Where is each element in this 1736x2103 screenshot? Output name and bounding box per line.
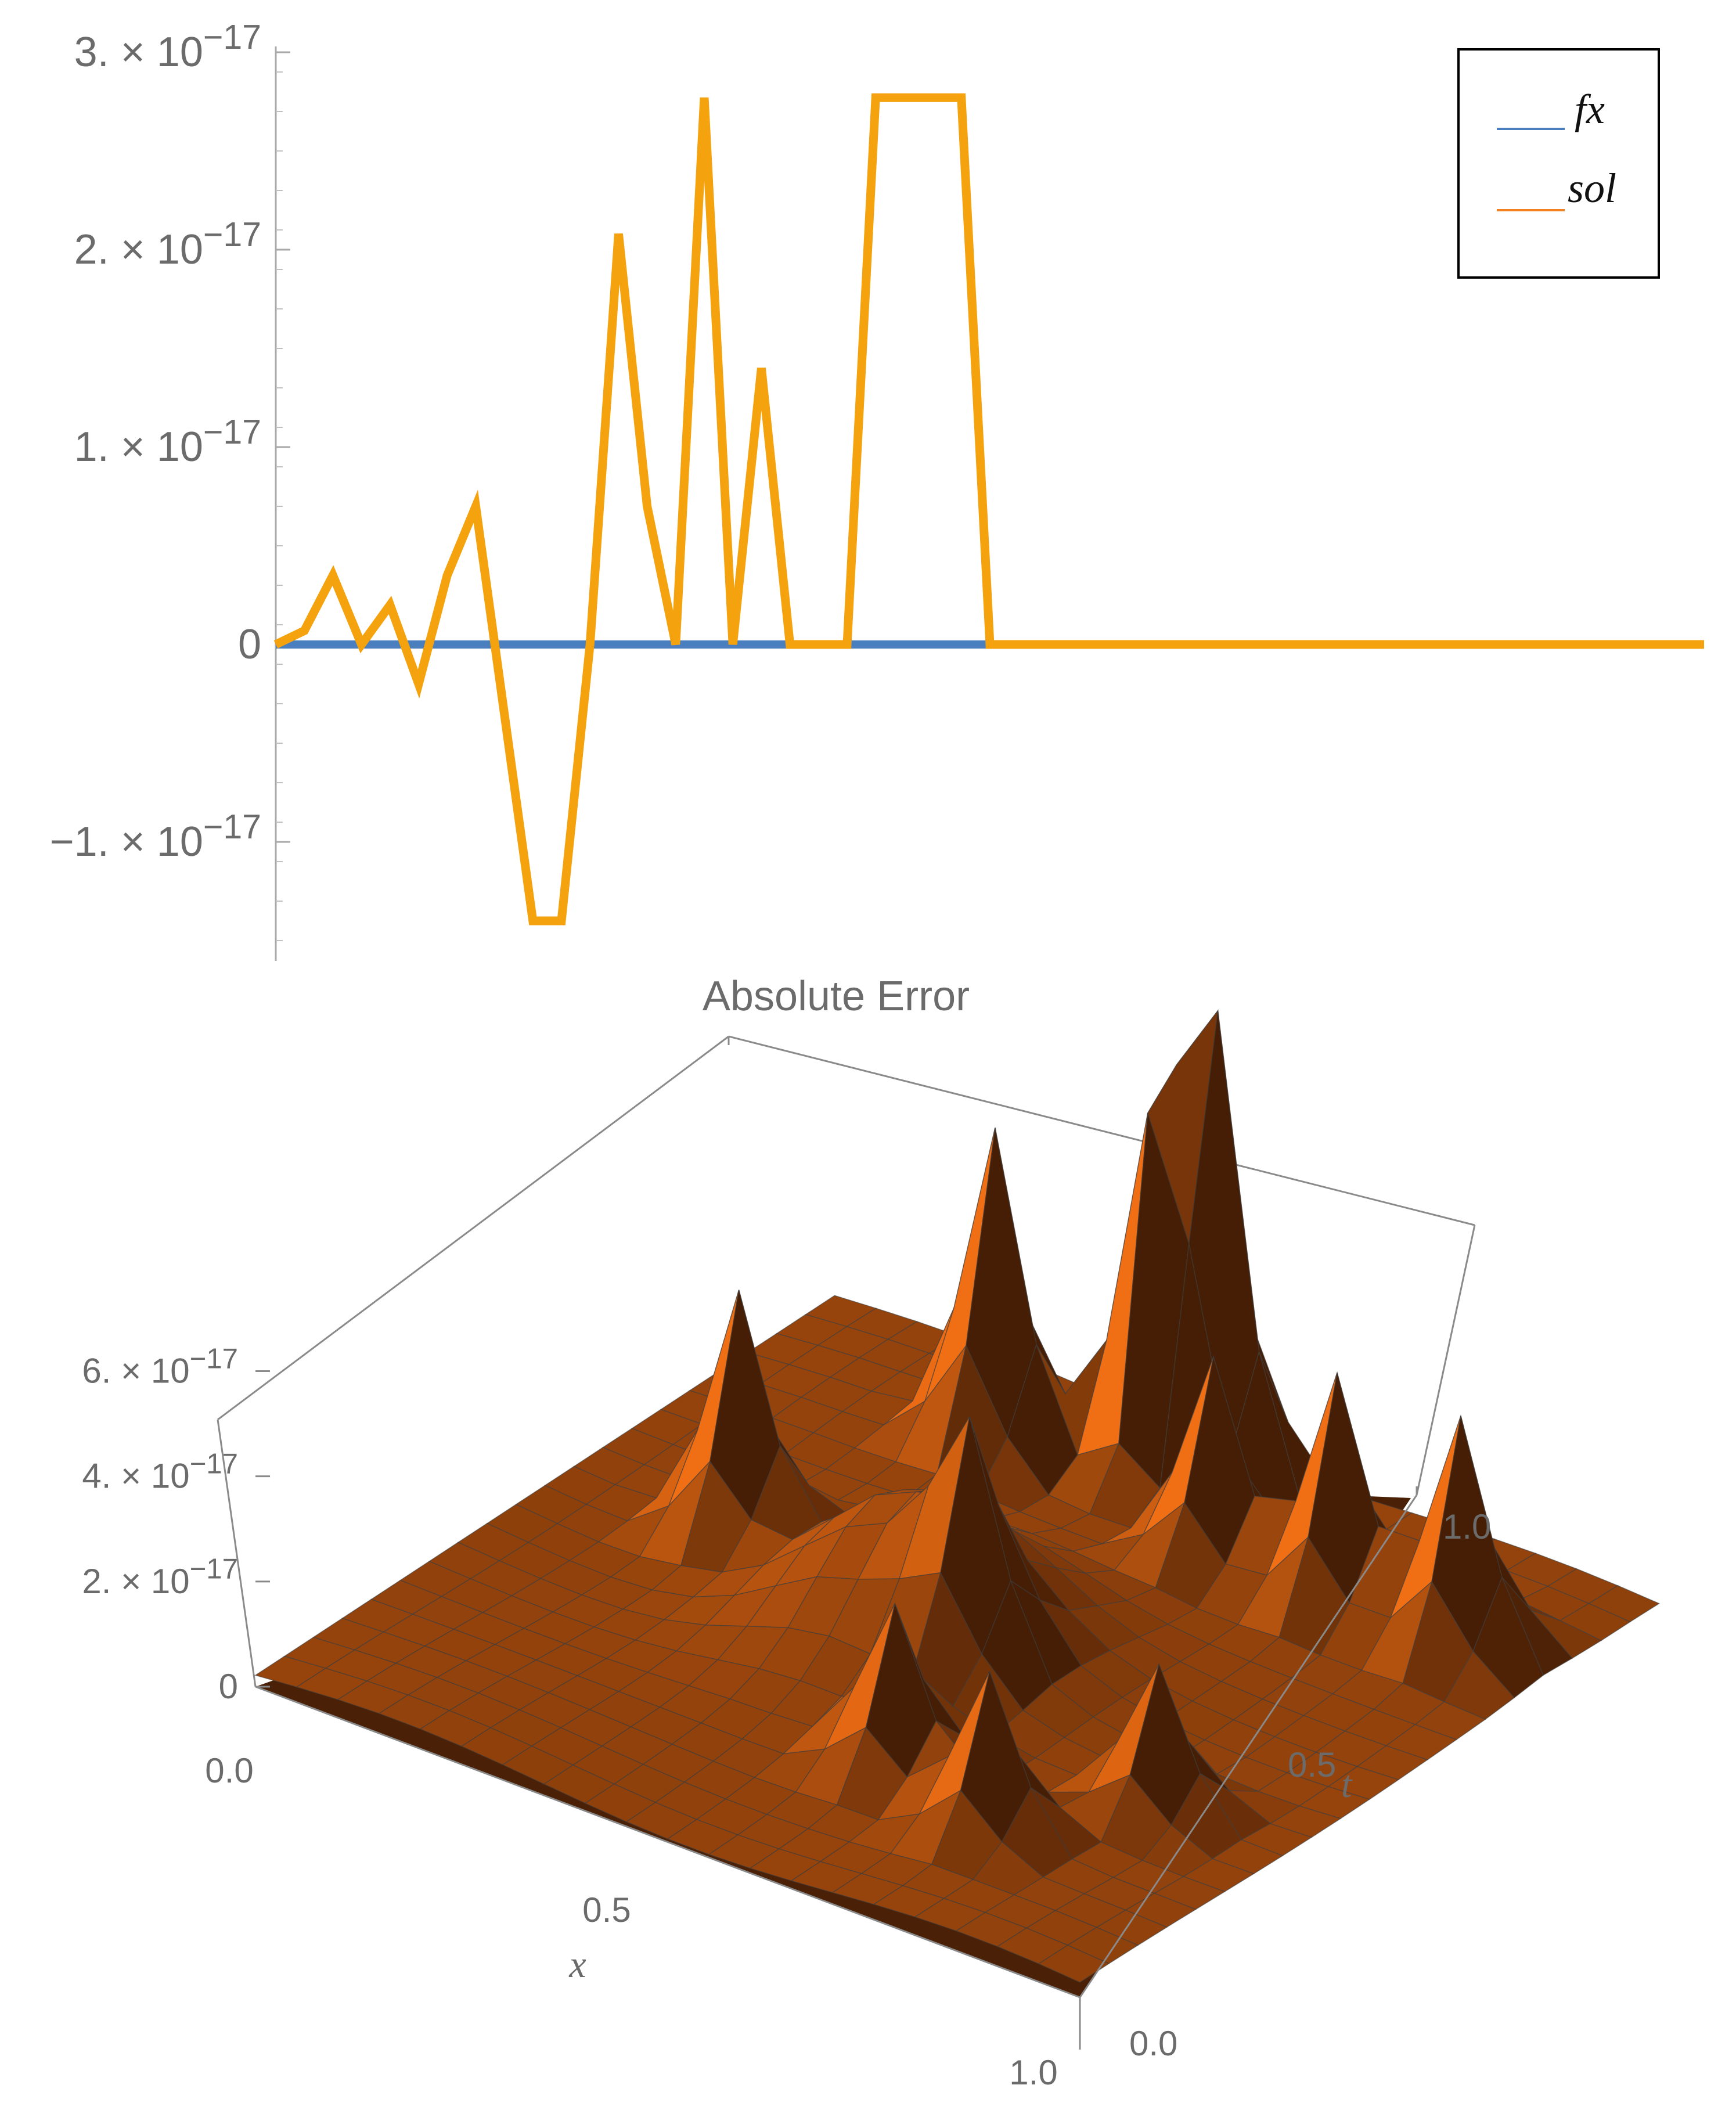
t-tick-label-0: 0.0 bbox=[1129, 2024, 1177, 2063]
bounding-box-back bbox=[217, 1035, 1476, 1687]
bounding-box-front bbox=[255, 1486, 1418, 2050]
legend: fx sol bbox=[1457, 48, 1660, 279]
t-tick-label-2: 1.0 bbox=[1443, 1507, 1491, 1546]
z-tick-label-2: 2. × 10−17 bbox=[82, 1553, 238, 1601]
surface-cell bbox=[1038, 1944, 1110, 1983]
y-tick-label-1: 2. × 10−17 bbox=[74, 215, 261, 273]
z-axis-ticks: 6. × 10−17 4. × 10−17 2. × 10−17 0 bbox=[82, 1342, 270, 1706]
y-axis-minor-ticks bbox=[276, 71, 283, 941]
chart-title: Absolute Error bbox=[703, 973, 970, 1020]
t-tick-label-1: 0.5 bbox=[1288, 1745, 1336, 1784]
line-chart: 3. × 10−17 2. × 10−17 1. × 10−17 0 −1. × 10−… bbox=[50, 18, 1704, 961]
t-axis: 0.0 0.5 1.0 t bbox=[1129, 1507, 1491, 2063]
x-tick-label-2: 1.0 bbox=[1009, 2053, 1057, 2092]
t-axis-label: t bbox=[1341, 1763, 1353, 1806]
line-series-group bbox=[273, 93, 1704, 926]
z-tick-label-0: 6. × 10−17 bbox=[82, 1342, 238, 1390]
y-axis-ticks: 3. × 10−17 2. × 10−17 1. × 10−17 0 −1. × 10−… bbox=[50, 18, 290, 865]
legend-label-fx: fx bbox=[1575, 86, 1605, 132]
surface-body bbox=[254, 1009, 1661, 1983]
series-line-sol bbox=[273, 93, 1704, 926]
x-axis: 0.0 0.5 1.0 x bbox=[205, 1751, 1057, 2092]
surface-chart: Absolute Error 6. × 10−17 4. × 10−17 2. × … bbox=[82, 973, 1661, 2092]
y-tick-label-2: 1. × 10−17 bbox=[74, 413, 261, 470]
y-tick-label-0: 3. × 10−17 bbox=[74, 18, 261, 75]
legend-label-sol: sol bbox=[1568, 165, 1616, 211]
z-tick-label-1: 4. × 10−17 bbox=[82, 1447, 238, 1495]
legend-box bbox=[1457, 48, 1660, 279]
x-tick-label-1: 0.5 bbox=[582, 1890, 631, 1929]
y-tick-label-3: 0 bbox=[238, 621, 261, 668]
x-tick-label-0: 0.0 bbox=[205, 1751, 253, 1790]
x-axis-label: x bbox=[568, 1943, 586, 1986]
z-tick-label-3: 0 bbox=[219, 1667, 238, 1706]
y-tick-label-4: −1. × 10−17 bbox=[50, 808, 261, 865]
